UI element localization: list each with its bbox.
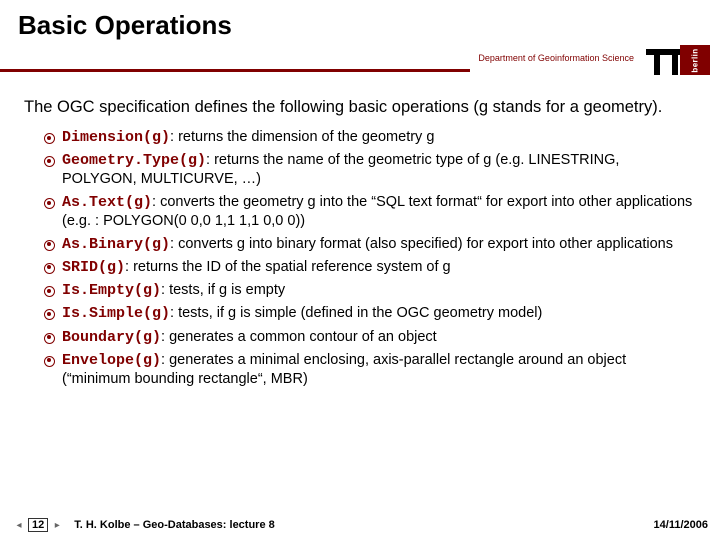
function-name: Is.Empty(g) xyxy=(62,282,161,299)
operation-item: Geometry.Type(g): returns the name of th… xyxy=(44,151,696,189)
operation-item: Envelope(g): generates a minimal enclosi… xyxy=(44,351,696,389)
function-desc: : returns the dimension of the geometry … xyxy=(170,129,434,145)
lecturer-label: T. H. Kolbe – Geo-Databases: lecture 8 xyxy=(74,519,275,531)
department-label: Department of Geoinformation Science xyxy=(470,53,640,63)
operation-item: As.Binary(g): converts g into binary for… xyxy=(44,235,696,254)
date-label: 14/11/2006 xyxy=(654,519,708,531)
function-name: As.Text(g) xyxy=(62,194,152,211)
prev-icon[interactable]: ◂ xyxy=(12,518,26,532)
operation-item: SRID(g): returns the ID of the spatial r… xyxy=(44,258,696,277)
function-desc: : converts the geometry g into the “SQL … xyxy=(62,194,692,229)
function-desc: : returns the ID of the spatial referenc… xyxy=(125,259,451,275)
function-desc: : converts g into binary format (also sp… xyxy=(170,236,673,252)
function-name: Envelope(g) xyxy=(62,352,161,369)
tu-berlin-logo: berlin xyxy=(640,45,710,83)
function-name: As.Binary(g) xyxy=(62,236,170,253)
department-bar: Department of Geoinformation Science ber… xyxy=(0,51,720,89)
function-name: Is.Simple(g) xyxy=(62,305,170,322)
intro-text: The OGC specification defines the follow… xyxy=(24,97,696,118)
function-name: Boundary(g) xyxy=(62,329,161,346)
function-name: Dimension(g) xyxy=(62,129,170,146)
function-name: Geometry.Type(g) xyxy=(62,152,206,169)
function-desc: : tests, if g is simple (defined in the … xyxy=(170,305,542,321)
function-desc: : tests, if g is empty xyxy=(161,282,285,298)
function-desc: : generates a common contour of an objec… xyxy=(161,329,437,345)
operations-list: Dimension(g): returns the dimension of t… xyxy=(24,128,696,388)
operation-item: Boundary(g): generates a common contour … xyxy=(44,328,696,347)
operation-item: Is.Empty(g): tests, if g is empty xyxy=(44,281,696,300)
accent-line xyxy=(0,69,470,72)
operation-item: Is.Simple(g): tests, if g is simple (def… xyxy=(44,304,696,323)
page-nav: ◂ 12 ▸ xyxy=(12,518,64,532)
operation-item: Dimension(g): returns the dimension of t… xyxy=(44,128,696,147)
page-number: 12 xyxy=(28,518,48,532)
next-icon[interactable]: ▸ xyxy=(50,518,64,532)
operation-item: As.Text(g): converts the geometry g into… xyxy=(44,193,696,231)
page-title: Basic Operations xyxy=(18,10,702,41)
function-name: SRID(g) xyxy=(62,259,125,276)
